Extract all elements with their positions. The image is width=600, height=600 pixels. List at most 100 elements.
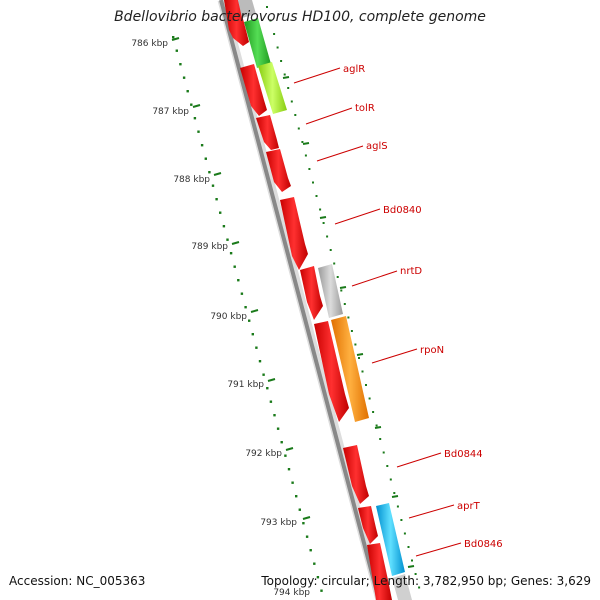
outer-dot — [276, 46, 279, 49]
tick-dot — [284, 454, 287, 457]
outer-dot — [343, 303, 346, 305]
tick-dot — [200, 144, 204, 147]
outer-dot — [283, 73, 286, 76]
gene-label[interactable]: aglS — [366, 141, 388, 152]
gene-block[interactable] — [331, 316, 369, 422]
outer-dot — [329, 249, 332, 251]
tick-dot — [208, 171, 211, 174]
outer-dot — [414, 573, 417, 575]
gene-block[interactable] — [244, 18, 271, 68]
outer-dot — [340, 289, 343, 292]
tick-label: 786 kbp — [131, 39, 168, 49]
outer-dot — [407, 546, 410, 548]
gene-arrow[interactable] — [224, 0, 249, 46]
gene-block[interactable] — [258, 62, 287, 114]
outer-dot — [294, 114, 297, 116]
gene-block[interactable] — [392, 574, 412, 600]
backbone-line — [219, 0, 381, 600]
tick-dot — [320, 589, 323, 592]
gene-label[interactable]: Bd0840 — [383, 205, 422, 216]
tick-label: 789 kbp — [191, 242, 228, 252]
tick-dot — [255, 346, 258, 349]
gene-block[interactable] — [318, 264, 343, 318]
tick-dot — [262, 373, 265, 376]
outer-dot — [386, 465, 389, 467]
gene-label[interactable]: aglR — [343, 64, 365, 75]
outer-dot — [269, 19, 272, 22]
tick-dot — [251, 333, 254, 336]
outer-dot — [280, 60, 283, 62]
gene-arrow[interactable] — [256, 115, 279, 150]
map-title: Bdellovibrio bacteriovorus HD100, comple… — [114, 9, 486, 25]
tick-dot — [302, 522, 305, 525]
tick-dot — [215, 198, 218, 201]
gene-arrow[interactable] — [343, 445, 369, 504]
outer-dot — [368, 397, 371, 400]
tick-label: 787 kbp — [152, 107, 189, 117]
topology-label: Topology: circular; Length: 3,782,950 bp… — [261, 574, 591, 588]
outer-dot — [312, 181, 314, 184]
outer-dot — [375, 424, 378, 427]
tick-label: 788 kbp — [173, 175, 210, 185]
outer-dot — [382, 451, 385, 454]
tick-label: 792 kbp — [245, 449, 282, 459]
gene-arrow[interactable] — [266, 149, 291, 192]
outer-dot — [358, 357, 360, 359]
tick-dot — [197, 130, 200, 133]
accession-label: Accession: NC_005363 — [9, 574, 146, 588]
outer-dot — [389, 478, 392, 481]
outer-dot — [304, 154, 307, 157]
outer-dot — [319, 208, 322, 211]
gene-label[interactable]: Bd0846 — [464, 539, 503, 550]
gene-block[interactable] — [238, 0, 256, 18]
outer-dot — [315, 195, 318, 197]
gene-label[interactable]: tolR — [355, 103, 375, 114]
gene-arrow[interactable] — [314, 321, 349, 422]
tick-dot — [190, 103, 193, 106]
outer-dot — [333, 262, 336, 265]
gene-label[interactable]: aprT — [457, 501, 481, 512]
gene-arrow[interactable] — [300, 266, 323, 320]
tick-dot — [295, 495, 298, 498]
outer-dot — [365, 384, 367, 386]
outer-track — [282, 76, 415, 568]
tick-dot — [309, 549, 312, 552]
tick-label: 790 kbp — [210, 312, 247, 322]
tick-label: 794 kbp — [273, 588, 310, 598]
tick-dot — [298, 508, 301, 511]
tick-dot — [233, 265, 236, 268]
gene-track-outer — [238, 0, 412, 600]
tick-label: 793 kbp — [260, 518, 297, 528]
tick-dot — [182, 76, 186, 79]
gene-block[interactable] — [376, 503, 405, 576]
outer-dot — [308, 168, 311, 170]
gene-arrow[interactable] — [367, 543, 392, 600]
outer-dot — [322, 222, 325, 224]
tick-dot — [193, 117, 197, 120]
tick-dot — [240, 292, 244, 295]
outer-dot — [301, 141, 304, 143]
tick-dot — [287, 468, 291, 471]
gene-label[interactable]: nrtD — [400, 266, 422, 277]
tick-dot — [244, 306, 247, 309]
outer-dot — [361, 370, 364, 373]
outer-dot — [379, 438, 382, 440]
tick-dot — [316, 576, 320, 579]
gene-label[interactable]: rpoN — [420, 345, 444, 356]
gene-arrow[interactable] — [240, 64, 267, 116]
tick-dot — [179, 63, 182, 66]
tick-dot — [237, 279, 240, 282]
tick-dot — [211, 184, 215, 187]
outer-dot — [400, 519, 403, 521]
tick-dot — [204, 157, 207, 160]
gene-arrow[interactable] — [280, 197, 308, 270]
gene-label[interactable]: Bd0844 — [444, 449, 483, 460]
gene-arrow[interactable] — [358, 506, 378, 544]
outer-dot — [290, 100, 293, 103]
tick-dot — [291, 481, 294, 484]
outer-dot — [372, 411, 375, 413]
tick-dot — [273, 414, 276, 417]
tick-dot — [266, 387, 269, 390]
label-leaders — [293, 67, 462, 557]
outer-dot — [347, 316, 350, 319]
